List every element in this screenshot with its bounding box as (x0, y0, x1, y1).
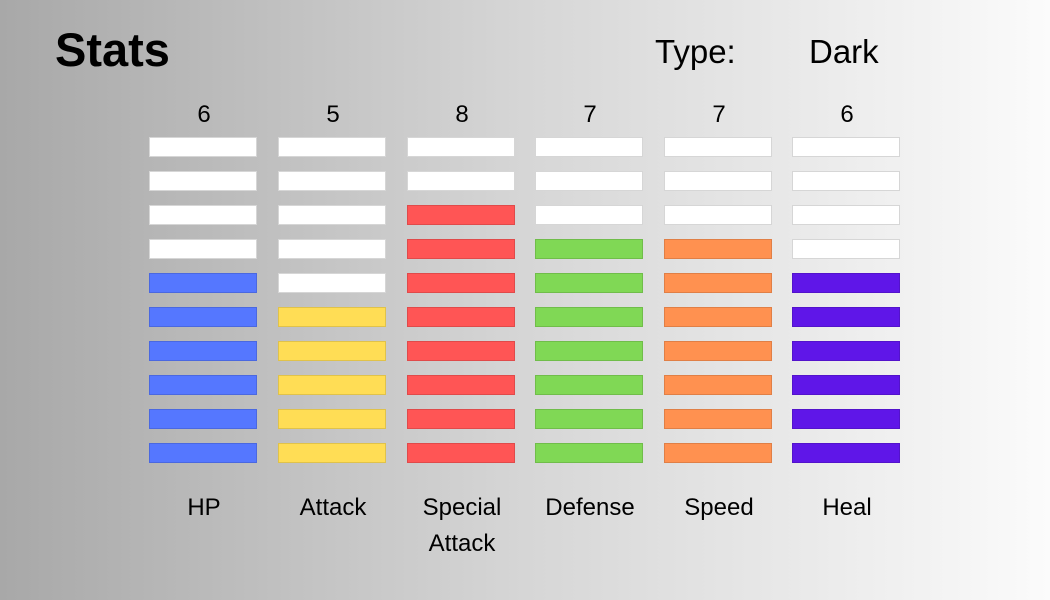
stat-segment-empty-hp (149, 171, 257, 191)
stat-segment-filled-hp (149, 341, 257, 361)
stat-segment-filled-speed (664, 239, 772, 259)
stat-value-defense: 7 (583, 101, 597, 128)
stat-label-speed: Speed (684, 494, 754, 521)
stat-segment-empty-attack (278, 273, 386, 293)
stat-label-hp: HP (187, 494, 221, 521)
stat-segment-filled-speed (664, 341, 772, 361)
stat-segment-filled-hp (149, 273, 257, 293)
stat-value-hp: 6 (197, 101, 211, 128)
type-value: Dark (809, 33, 879, 70)
stat-segment-filled-defense (535, 307, 643, 327)
stat-label-heal: Heal (822, 494, 872, 521)
stat-segment-filled-attack (278, 307, 386, 327)
stat-segment-filled-heal (792, 341, 900, 361)
stat-segment-filled-special-attack (407, 205, 515, 225)
stat-segment-filled-defense (535, 443, 643, 463)
stat-segment-empty-heal (792, 137, 900, 157)
stat-segment-filled-speed (664, 307, 772, 327)
stat-segment-filled-heal (792, 443, 900, 463)
stat-segment-filled-special-attack (407, 443, 515, 463)
page-title: Stats (55, 23, 170, 76)
stat-segment-filled-heal (792, 307, 900, 327)
stat-segment-empty-heal (792, 205, 900, 225)
stat-segment-filled-hp (149, 409, 257, 429)
stat-segment-empty-hp (149, 205, 257, 225)
stat-segment-filled-attack (278, 341, 386, 361)
stat-segment-filled-speed (664, 409, 772, 429)
stat-segment-filled-special-attack (407, 239, 515, 259)
stat-segment-empty-hp (149, 239, 257, 259)
stat-segment-empty-heal (792, 171, 900, 191)
stat-value-attack: 5 (326, 101, 340, 128)
stat-segment-filled-attack (278, 409, 386, 429)
stat-segment-filled-defense (535, 409, 643, 429)
stat-segment-filled-hp (149, 443, 257, 463)
stat-segment-empty-speed (664, 171, 772, 191)
stat-segment-filled-speed (664, 443, 772, 463)
stat-value-heal: 6 (840, 101, 854, 128)
stat-segment-filled-heal (792, 273, 900, 293)
stat-segment-filled-special-attack (407, 341, 515, 361)
stat-segment-empty-defense (535, 137, 643, 157)
stat-value-speed: 7 (712, 101, 726, 128)
stat-label-special-attack: Special Attack (422, 494, 502, 557)
stat-segment-filled-defense (535, 239, 643, 259)
stat-segment-filled-special-attack (407, 273, 515, 293)
stat-segment-empty-hp (149, 137, 257, 157)
stat-segment-filled-special-attack (407, 307, 515, 327)
stat-segment-filled-speed (664, 375, 772, 395)
stat-label-attack: Attack (299, 494, 367, 521)
stat-segment-empty-speed (664, 205, 772, 225)
type-label: Type: (655, 33, 736, 70)
stat-segment-empty-attack (278, 171, 386, 191)
stat-segment-filled-special-attack (407, 375, 515, 395)
stat-label-defense: Defense (545, 494, 635, 521)
stat-segment-filled-attack (278, 443, 386, 463)
stat-segment-filled-heal (792, 409, 900, 429)
stat-segment-empty-speed (664, 137, 772, 157)
stat-segment-filled-hp (149, 375, 257, 395)
stat-segment-filled-hp (149, 307, 257, 327)
stat-segment-filled-attack (278, 375, 386, 395)
stat-segment-filled-speed (664, 273, 772, 293)
stat-segment-empty-defense (535, 205, 643, 225)
stat-segment-filled-special-attack (407, 409, 515, 429)
stat-segment-filled-defense (535, 375, 643, 395)
stat-segment-empty-attack (278, 205, 386, 225)
stat-segment-empty-heal (792, 239, 900, 259)
stat-segment-empty-defense (535, 171, 643, 191)
stat-value-special-attack: 8 (455, 101, 469, 128)
stat-segment-empty-attack (278, 239, 386, 259)
stat-segment-filled-heal (792, 375, 900, 395)
stat-segment-empty-attack (278, 137, 386, 157)
stat-segment-filled-defense (535, 341, 643, 361)
stat-segment-filled-defense (535, 273, 643, 293)
stat-segment-empty-special-attack (407, 137, 515, 157)
stat-segment-empty-special-attack (407, 171, 515, 191)
